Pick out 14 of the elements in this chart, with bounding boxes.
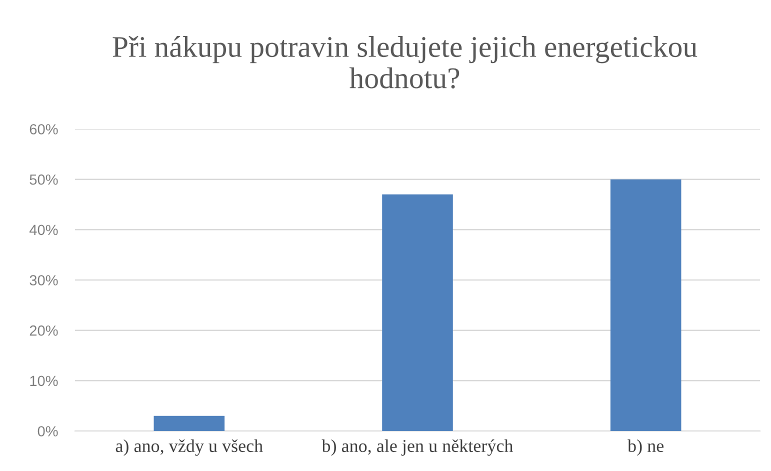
- y-tick-label: 30%: [30, 275, 58, 286]
- y-tick-label: 10%: [30, 376, 58, 386]
- x-tick-label: b) ne: [628, 439, 664, 456]
- bar: [382, 194, 453, 431]
- x-tick-label: b) ano, ale jen u některých: [322, 439, 514, 456]
- y-tick-label: 50%: [30, 174, 58, 185]
- y-tick-label: 20%: [30, 325, 58, 336]
- x-tick-label: a) ano, vždy u všech: [116, 439, 263, 456]
- chart-title: Při nákupu potravin sledujete jejich energetickou hodnotu?: [112, 36, 698, 89]
- bar: [154, 416, 225, 431]
- y-tick-label: 60%: [30, 124, 58, 134]
- y-tick-label: 0%: [38, 426, 58, 436]
- y-tick-label: 40%: [29, 224, 58, 236]
- bar: [610, 179, 682, 431]
